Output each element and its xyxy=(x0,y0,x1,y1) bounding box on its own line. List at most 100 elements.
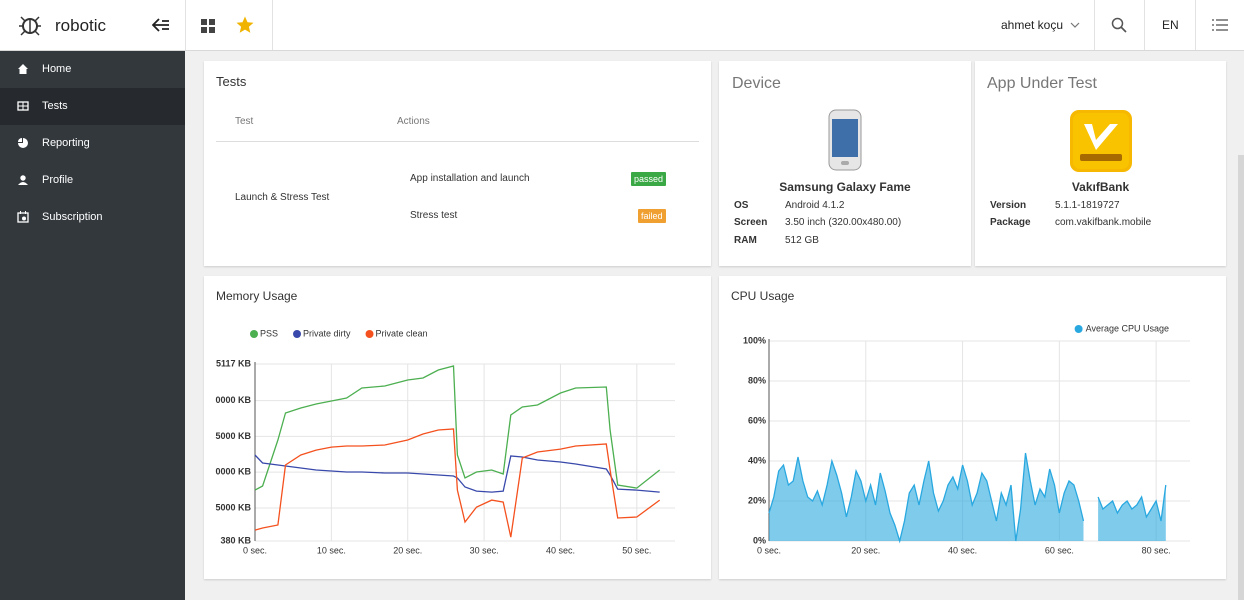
spec-label: Version xyxy=(990,200,1027,211)
line xyxy=(254,454,660,493)
y-tick-label: 5000 KB xyxy=(215,502,251,512)
header-rule xyxy=(216,141,699,142)
x-tick-label: 50 sec. xyxy=(622,545,651,555)
memory-card xyxy=(204,276,711,579)
y-tick-label: 5000 KB xyxy=(215,431,251,441)
x-tick-label: 40 sec. xyxy=(546,545,575,555)
logo-icon xyxy=(19,16,41,36)
collapse-button[interactable] xyxy=(152,18,170,32)
user-chevron[interactable] xyxy=(1070,21,1080,29)
language-button[interactable]: EN xyxy=(1162,18,1179,32)
status-badge: passed xyxy=(631,172,667,186)
legend-swatch xyxy=(293,330,302,338)
x-tick-label: 0 sec. xyxy=(243,545,267,555)
legend-label: Private clean xyxy=(376,328,428,338)
x-tick-label: 0 sec. xyxy=(757,545,781,555)
spec-value: 512 GB xyxy=(785,235,819,246)
legend-label: PSS xyxy=(260,328,278,338)
x-tick-label: 30 sec. xyxy=(470,545,499,555)
test-name: Launch & Stress Test xyxy=(235,192,330,203)
divider xyxy=(1144,0,1145,50)
divider xyxy=(185,0,186,50)
menu-button[interactable] xyxy=(1212,18,1228,32)
chart-title: CPU Usage xyxy=(731,289,795,303)
x-tick-label: 20 sec. xyxy=(393,545,422,555)
y-tick-label: 0000 KB xyxy=(215,395,251,405)
nav-profile[interactable]: Profile xyxy=(0,162,185,199)
nav-icon xyxy=(18,138,28,148)
spec-label: OS xyxy=(734,200,749,211)
nav-icon xyxy=(17,211,29,223)
card-title: Tests xyxy=(216,74,247,89)
spec-label: Package xyxy=(990,217,1031,228)
tests-card: Tests Test Actions Launch & Stress Test … xyxy=(204,61,711,266)
y-tick-label: 80% xyxy=(748,375,766,385)
status-badge: failed xyxy=(638,209,666,223)
y-tick-label: 0000 KB xyxy=(215,467,251,477)
nav-label: Reporting xyxy=(42,137,90,149)
app-card: App Under Test VakıfBank Version 5.1.1-1… xyxy=(975,61,1226,266)
spec-value: 3.50 inch (320.00x480.00) xyxy=(785,217,902,228)
column-header: Actions xyxy=(397,116,430,127)
apps-button[interactable] xyxy=(201,19,215,33)
nav-label: Subscription xyxy=(42,211,103,223)
nav-label: Home xyxy=(42,63,72,75)
y-tick-label: 0% xyxy=(753,535,766,545)
search-button[interactable] xyxy=(1111,17,1127,33)
app-name: VakıfBank xyxy=(1071,180,1130,194)
column-header: Test xyxy=(235,116,254,127)
y-tick-label: 60% xyxy=(748,415,766,425)
nav-tests[interactable]: Tests xyxy=(0,88,185,125)
y-tick-label: 100% xyxy=(743,335,766,345)
spec-value: 5.1.1-1819727 xyxy=(1055,200,1120,211)
nav-label: Profile xyxy=(42,174,74,186)
divider xyxy=(272,0,273,50)
legend-label: Private dirty xyxy=(303,328,351,338)
y-tick-label: 5117 KB xyxy=(216,358,252,368)
spec-value: Android 4.1.2 xyxy=(785,200,845,211)
nav-subscription[interactable]: Subscription xyxy=(0,199,185,236)
action-name: Stress test xyxy=(410,210,458,221)
line xyxy=(768,452,1167,544)
device-name: Samsung Galaxy Fame xyxy=(779,180,911,194)
nav-icon xyxy=(18,64,28,74)
x-tick-label: 60 sec. xyxy=(1045,545,1074,555)
action-name: App installation and launch xyxy=(410,173,530,184)
line xyxy=(254,365,661,491)
y-tick-label: 20% xyxy=(748,495,766,505)
nav-icon xyxy=(18,175,28,185)
x-tick-label: 80 sec. xyxy=(1142,545,1171,555)
legend-swatch xyxy=(250,330,258,338)
card-title: App Under Test xyxy=(987,75,1097,92)
top-bar: robotic ahmet koçu EN xyxy=(0,0,1244,51)
area xyxy=(769,453,1166,541)
divider xyxy=(1094,0,1095,50)
brand: robotic xyxy=(55,16,107,35)
nav-home[interactable]: Home xyxy=(0,51,185,88)
x-tick-label: 20 sec. xyxy=(851,545,880,555)
sidebar: Home Tests Reporting Profile Subscriptio… xyxy=(0,51,185,600)
line xyxy=(254,428,661,538)
legend-label: Average CPU Usage xyxy=(1086,323,1169,333)
divider xyxy=(1195,0,1196,50)
spec-label: Screen xyxy=(734,217,768,228)
nav-reporting[interactable]: Reporting xyxy=(0,125,185,162)
spec-value: com.vakifbank.mobile xyxy=(1055,217,1152,228)
legend-swatch xyxy=(365,330,374,338)
y-tick-label: 40% xyxy=(748,455,766,465)
y-tick-label: 380 KB xyxy=(220,535,251,545)
favorites-button[interactable] xyxy=(236,16,254,34)
user-menu[interactable]: ahmet koçu xyxy=(1001,18,1064,32)
spec-label: RAM xyxy=(734,235,757,246)
legend-swatch xyxy=(1074,325,1083,333)
nav-icon xyxy=(17,101,29,111)
device-card: Device Samsung Galaxy Fame OS Android 4.… xyxy=(719,61,971,266)
nav-label: Tests xyxy=(42,100,68,112)
card-title: Device xyxy=(732,75,781,92)
x-tick-label: 10 sec. xyxy=(317,545,346,555)
scrollbar[interactable] xyxy=(1238,155,1244,600)
chart-title: Memory Usage xyxy=(216,289,298,303)
x-tick-label: 40 sec. xyxy=(948,545,977,555)
